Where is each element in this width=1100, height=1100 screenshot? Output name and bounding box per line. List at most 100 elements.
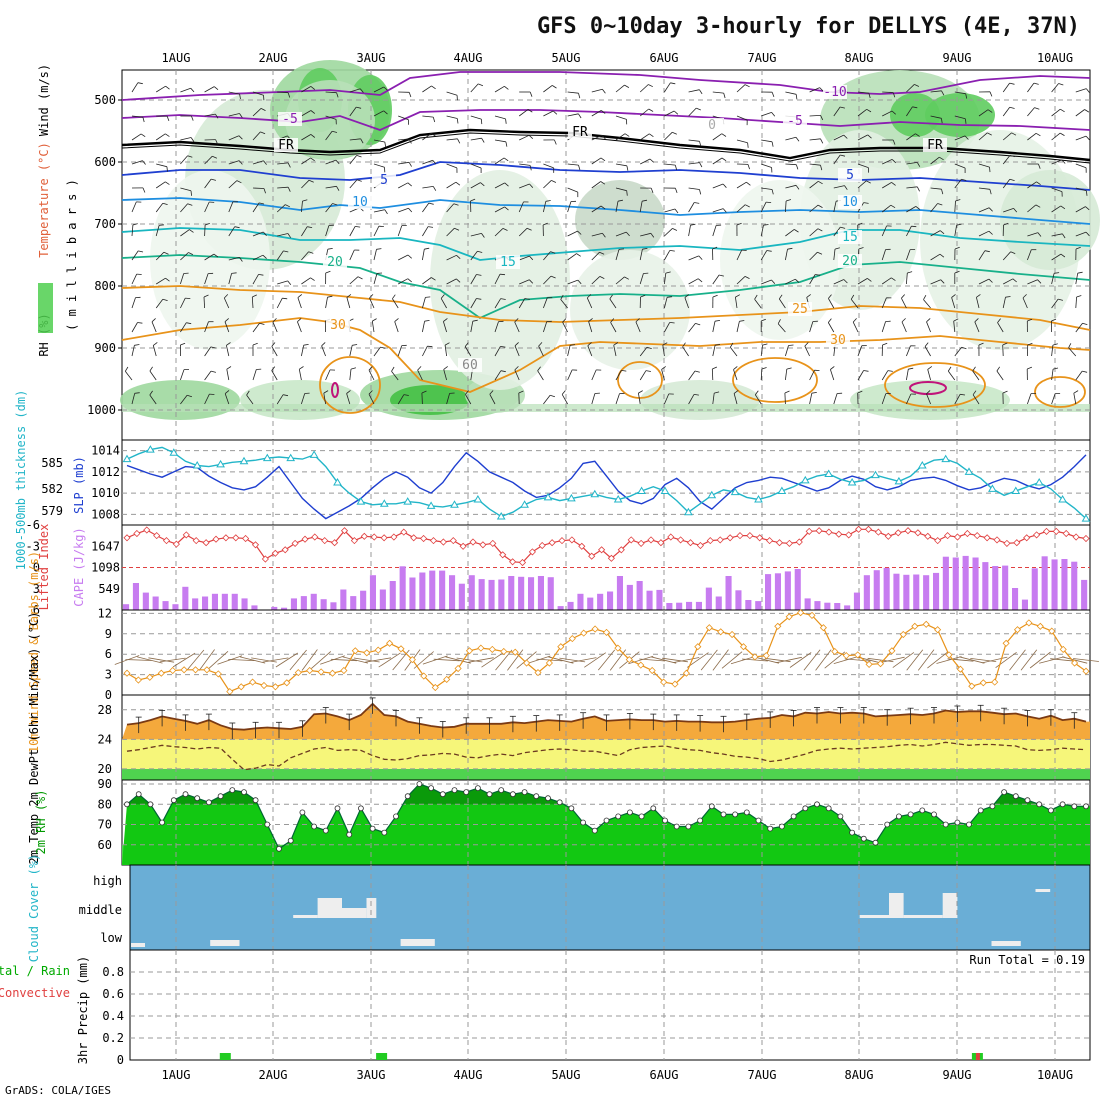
lifted-index-point: [538, 541, 546, 550]
wind-barb-flag: [1062, 233, 1066, 239]
wind-barb-flag: [988, 278, 993, 283]
rh-point: [650, 805, 657, 812]
wind-barb: [422, 346, 428, 357]
wind10m-barb: [228, 659, 255, 661]
thickness-point: [379, 499, 389, 507]
wind-barb-flag: [699, 189, 702, 195]
wind-barb: [688, 202, 695, 213]
wind-barb-flag: [587, 342, 592, 346]
wind-barb: [804, 345, 810, 357]
wind-barb-flag: [287, 162, 291, 168]
lifted-index-point: [1033, 531, 1041, 539]
wind-barb-flag: [965, 93, 968, 99]
wind10m-barb: [1073, 658, 1099, 662]
cape-bar: [587, 597, 594, 610]
wind-barb-flag: [926, 390, 931, 395]
wind10m-point: [637, 661, 645, 669]
slp-ylabel: SLP (mb): [72, 456, 86, 514]
wind-barb-flag: [927, 366, 933, 370]
thickness-point: [333, 478, 342, 486]
wind10m-point: [271, 683, 279, 691]
precip-bar-total: [219, 1053, 231, 1060]
wind-barb-flag: [997, 318, 1001, 323]
precip-ylabel: 3hr Precip (mm): [76, 956, 90, 1064]
wind-barb-flag: [840, 106, 845, 109]
wind-barb: [712, 157, 723, 165]
rh2m-ylabel: 2m RH (%): [34, 789, 48, 854]
lifted-index-point: [1042, 527, 1051, 535]
contour-label: 20: [842, 254, 858, 269]
wind-barb: [906, 345, 911, 357]
wind10m-point: [123, 669, 131, 677]
wind-barb: [567, 91, 579, 94]
wind-barb: [761, 112, 772, 117]
wind10m-barb: [495, 649, 513, 671]
wind10m-barb: [753, 656, 779, 664]
rh-point: [498, 787, 505, 793]
wind10m-point: [934, 626, 942, 634]
thickness-point: [1058, 495, 1067, 503]
rh-point: [907, 811, 914, 818]
wind10m-point: [751, 653, 759, 661]
wind-barb-flag: [1036, 181, 1041, 186]
wind-barb-flag: [1060, 253, 1066, 258]
wind-barb-flag: [624, 84, 630, 88]
wind10m-point: [180, 666, 188, 674]
wind-barb-flag: [165, 133, 170, 137]
wind10m-point: [591, 625, 599, 633]
wind-barb: [228, 160, 240, 165]
wind-barb: [736, 139, 748, 144]
wind-barb: [785, 249, 788, 261]
wind-barb: [833, 154, 841, 165]
wind-barb-flag: [820, 165, 823, 171]
cape-bar: [498, 579, 505, 610]
wind-barb: [373, 226, 380, 237]
rh-point: [1036, 801, 1043, 808]
wind-barb-flag: [996, 366, 1001, 372]
lifted-index-line: [123, 525, 1090, 567]
wind-barb: [446, 181, 457, 189]
rh-point: [194, 795, 201, 802]
wind-barb: [639, 108, 649, 117]
wind-barb: [640, 232, 651, 237]
lifted-index-point: [499, 551, 507, 559]
wind-barb-flag: [1009, 178, 1015, 181]
wind-barb: [301, 134, 312, 141]
tick-label: 28: [98, 703, 112, 717]
lifted-index-point: [1082, 534, 1090, 543]
wind10m-barb: [927, 651, 949, 669]
wind-barb-flag: [142, 187, 146, 193]
wind-barb-flag: [185, 297, 191, 299]
rh-point: [556, 799, 563, 806]
rh-point: [790, 813, 797, 820]
wind-barb-flag: [867, 278, 872, 282]
wind10m-barb: [1050, 658, 1077, 662]
wind-barb: [761, 187, 773, 190]
wind-barb: [760, 225, 764, 237]
wind-barb: [591, 251, 600, 261]
wind10m-barb: [597, 649, 616, 671]
wind-barb: [852, 321, 859, 333]
wind-barb-flag: [650, 233, 655, 238]
wind-barb-flag: [722, 208, 727, 213]
wind-barb-flag: [786, 367, 792, 370]
top-date-label: 10AUG: [1037, 51, 1073, 65]
thickness-line: [126, 446, 1087, 520]
wind-barb-flag: [714, 320, 721, 322]
wind-barb: [373, 249, 377, 261]
wind-barb-flag: [784, 390, 790, 394]
wind-barb-flag: [974, 318, 979, 323]
wind-barb: [1051, 132, 1061, 141]
wind10m-barb: [833, 656, 859, 664]
wind-barb: [252, 131, 261, 141]
wind-barb-flag: [796, 164, 799, 170]
wind-barb: [391, 371, 399, 381]
wind-barb-flag: [369, 294, 374, 299]
wind-barb: [712, 225, 717, 237]
wind-barb: [252, 160, 264, 165]
wind-barb-flag: [1058, 83, 1064, 86]
thickness-point: [496, 512, 506, 520]
wind10m-point: [1059, 645, 1067, 653]
wind-barb: [736, 249, 743, 261]
